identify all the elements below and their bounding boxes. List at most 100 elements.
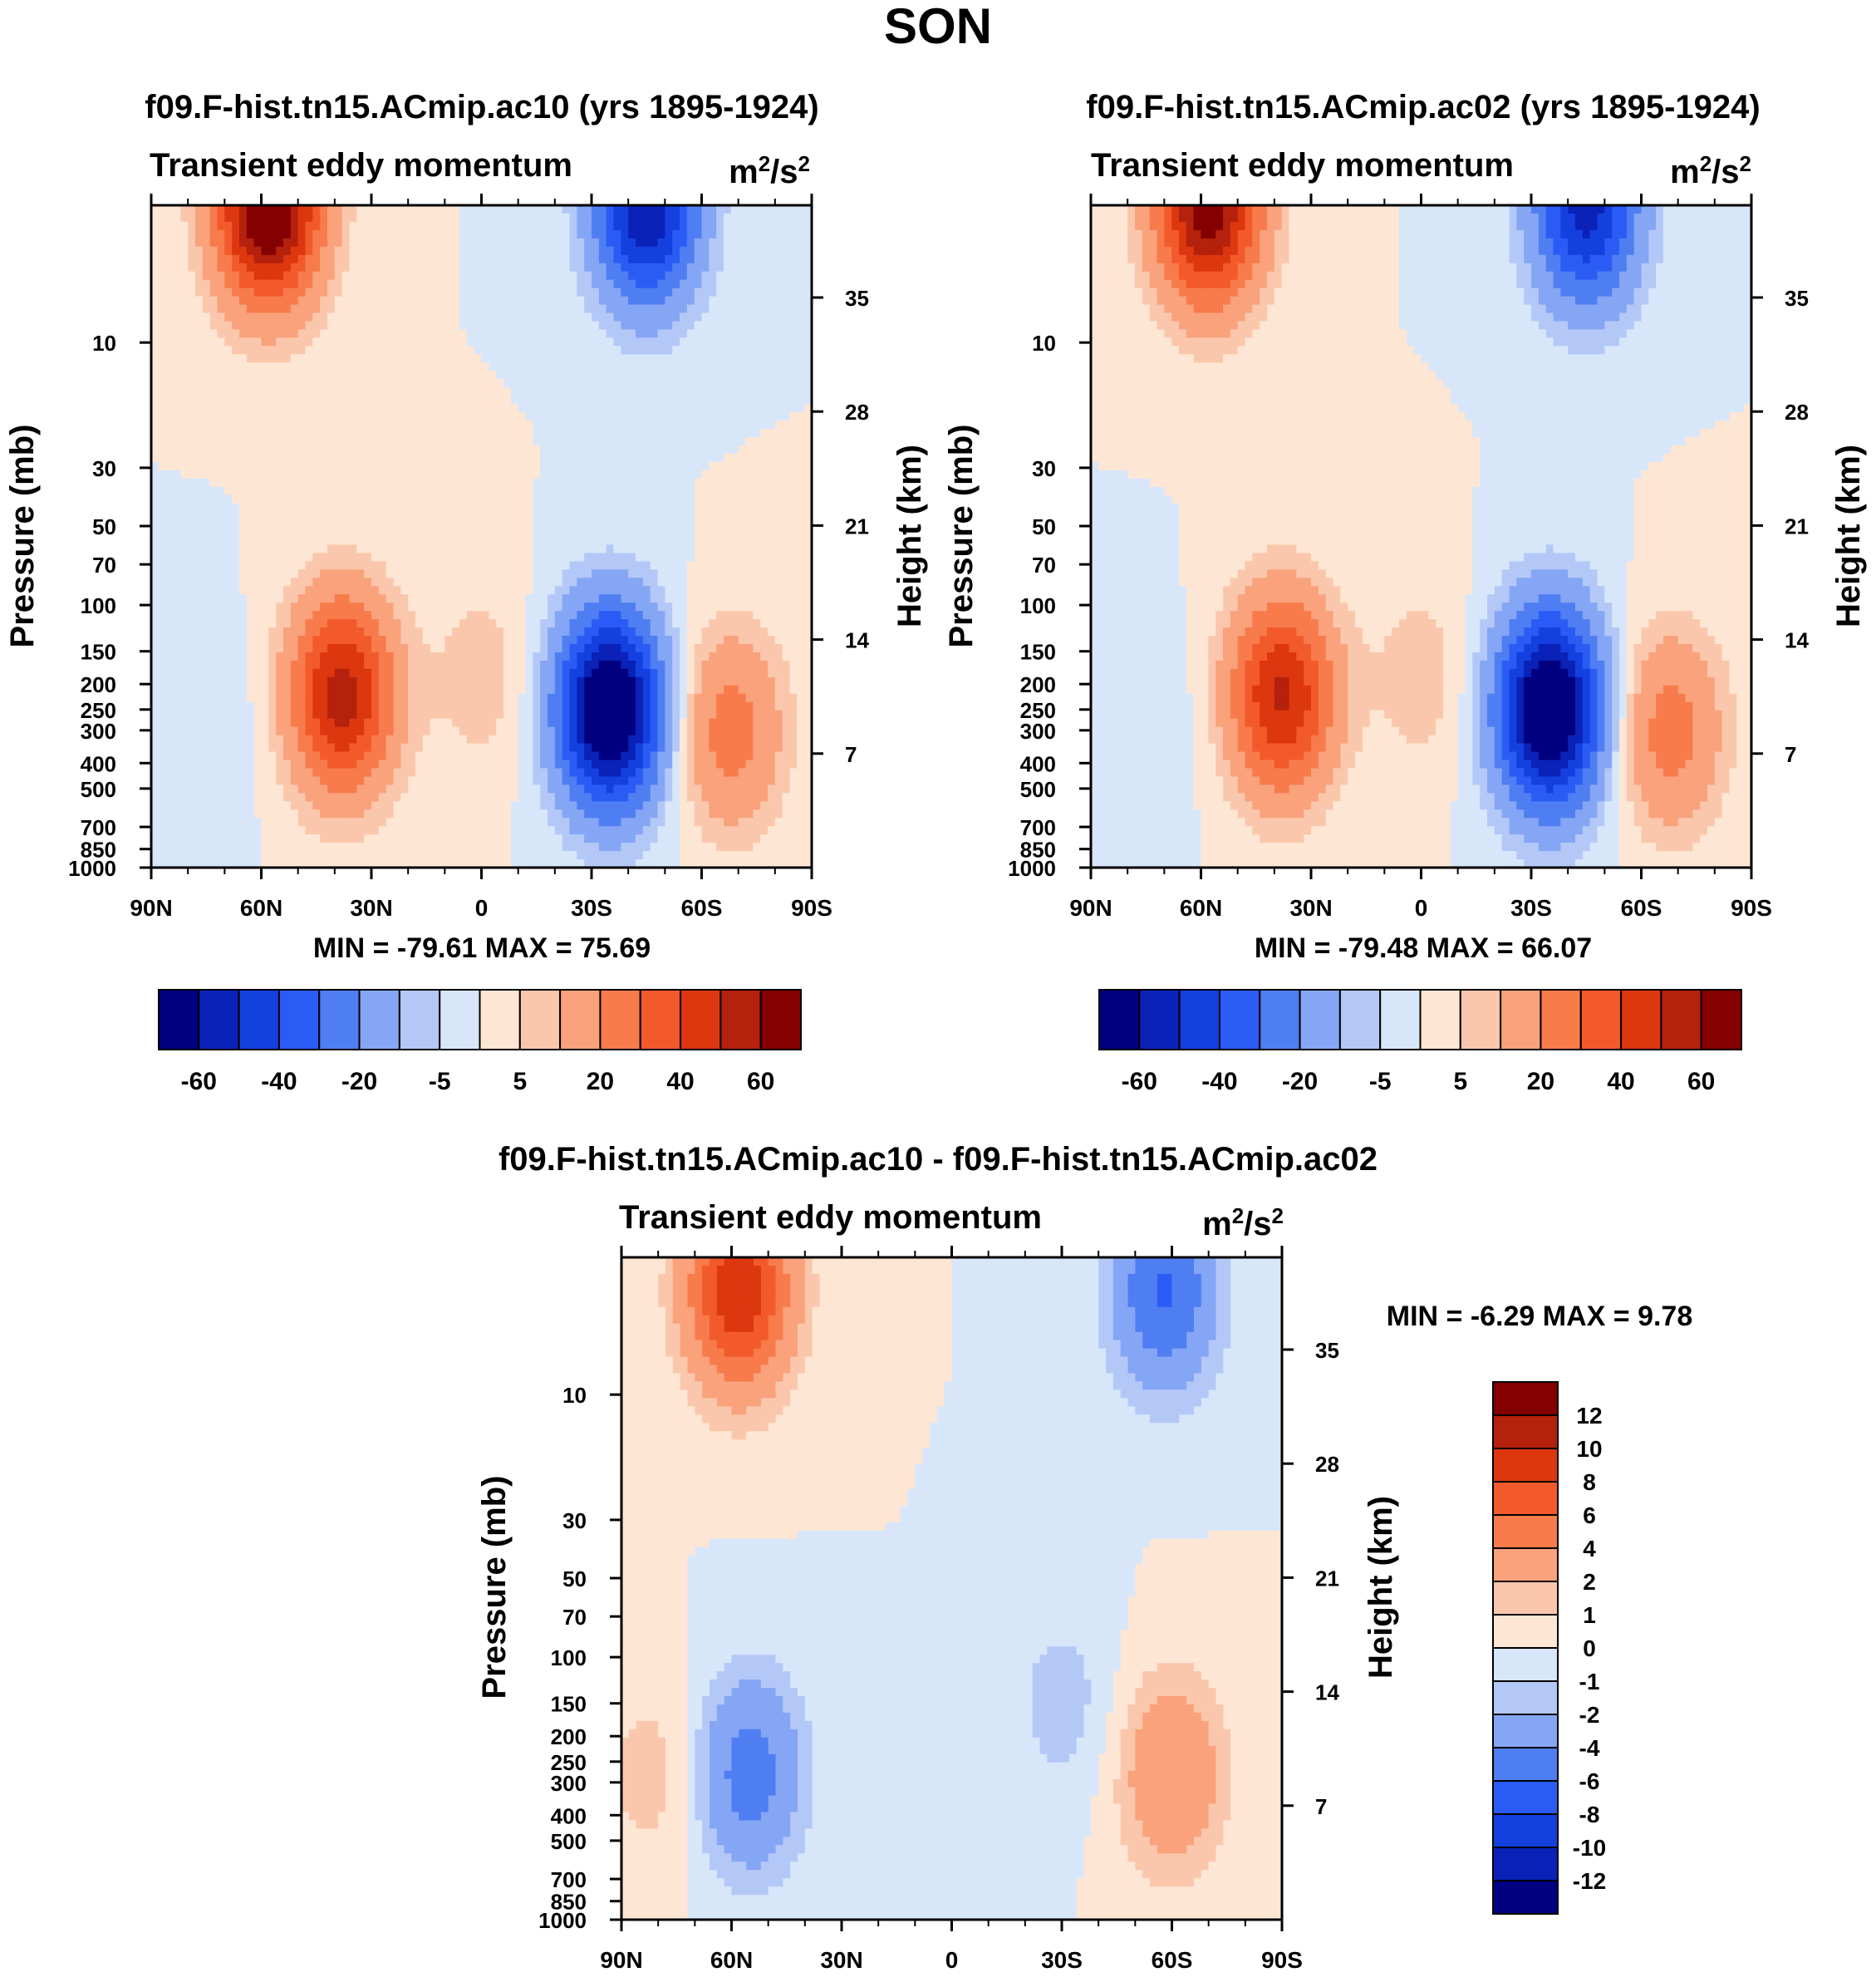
contour-cell bbox=[569, 652, 577, 661]
contour-cell bbox=[349, 436, 357, 446]
contour-cell bbox=[430, 271, 439, 281]
contour-cell bbox=[760, 627, 769, 637]
contour-cell bbox=[489, 652, 497, 661]
contour-cell bbox=[650, 312, 659, 322]
contour-cell bbox=[592, 396, 600, 405]
contour-cell bbox=[378, 536, 387, 546]
contour-cell bbox=[665, 528, 673, 538]
contour-cell bbox=[334, 519, 343, 529]
contour-cell bbox=[356, 387, 365, 396]
contour-cell bbox=[657, 652, 665, 661]
contour-cell bbox=[459, 238, 468, 248]
contour-cell bbox=[452, 660, 460, 670]
contour-cell bbox=[621, 586, 629, 595]
contour-cell bbox=[364, 569, 372, 578]
contour-cell bbox=[341, 494, 351, 504]
contour-cell bbox=[341, 453, 351, 463]
contour-cell bbox=[232, 494, 240, 504]
contour-cell bbox=[518, 296, 527, 306]
contour-cell bbox=[393, 387, 401, 396]
contour-cell bbox=[393, 296, 401, 306]
contour-cell bbox=[510, 519, 519, 529]
contour-cell bbox=[510, 528, 519, 538]
contour-cell bbox=[341, 279, 351, 289]
contour-cell bbox=[496, 536, 504, 546]
contour-cell bbox=[188, 312, 196, 322]
contour-cell bbox=[650, 420, 659, 430]
contour-cell bbox=[202, 611, 211, 620]
contour-cell bbox=[510, 304, 519, 314]
contour-cell bbox=[753, 494, 761, 504]
contour-cell bbox=[569, 553, 577, 562]
contour-cell bbox=[716, 445, 724, 455]
contour-cell bbox=[672, 544, 680, 554]
contour-cell bbox=[657, 503, 665, 513]
contour-cell bbox=[628, 404, 636, 413]
contour-cell bbox=[789, 553, 798, 562]
contour-cell bbox=[701, 304, 710, 314]
contour-cell bbox=[356, 627, 365, 637]
contour-cell bbox=[665, 246, 673, 256]
contour-cell bbox=[481, 288, 489, 298]
contour-cell bbox=[518, 519, 527, 529]
contour-cell bbox=[804, 445, 813, 455]
contour-cell bbox=[525, 453, 533, 463]
contour-cell bbox=[312, 619, 321, 628]
contour-cell bbox=[444, 619, 453, 628]
contour-cell bbox=[481, 644, 489, 653]
contour-cell bbox=[151, 246, 160, 256]
contour-cell bbox=[320, 428, 328, 438]
contour-cell bbox=[444, 660, 453, 670]
contour-cell bbox=[724, 553, 732, 562]
contour-cell bbox=[518, 544, 527, 554]
contour-cell bbox=[724, 445, 732, 455]
contour-cell bbox=[680, 354, 688, 363]
contour-cell bbox=[422, 494, 431, 504]
contour-cell bbox=[232, 445, 240, 455]
contour-cell bbox=[694, 627, 703, 637]
contour-cell bbox=[628, 445, 636, 455]
contour-cell bbox=[188, 254, 196, 264]
contour-cell bbox=[628, 296, 636, 306]
contour-cell bbox=[503, 205, 512, 214]
contour-cell bbox=[341, 561, 351, 570]
contour-cell bbox=[378, 578, 387, 587]
contour-cell bbox=[246, 436, 255, 446]
contour-cell bbox=[349, 279, 357, 289]
contour-cell bbox=[261, 312, 269, 322]
contour-cell bbox=[709, 544, 717, 554]
contour-cell bbox=[518, 205, 527, 214]
contour-cell bbox=[621, 263, 629, 273]
contour-cell bbox=[716, 238, 724, 248]
contour-cell bbox=[408, 486, 416, 496]
contour-cell bbox=[745, 519, 754, 529]
contour-cell bbox=[738, 246, 747, 256]
contour-cell bbox=[466, 396, 475, 405]
contour-cell bbox=[261, 561, 269, 570]
contour-cell bbox=[503, 644, 512, 653]
contour-cell bbox=[393, 644, 401, 653]
contour-cell bbox=[371, 511, 380, 521]
contour-cell bbox=[804, 420, 813, 430]
contour-cell bbox=[694, 528, 703, 538]
contour-cell bbox=[753, 602, 761, 612]
contour-cell bbox=[672, 636, 680, 645]
contour-cell bbox=[554, 528, 563, 538]
contour-cell bbox=[686, 362, 695, 371]
contour-cell bbox=[745, 602, 754, 612]
contour-cell bbox=[680, 229, 688, 239]
contour-cell bbox=[327, 544, 336, 554]
contour-cell bbox=[459, 263, 468, 273]
contour-cell bbox=[437, 263, 445, 273]
contour-cell bbox=[408, 619, 416, 628]
contour-cell bbox=[165, 553, 174, 562]
contour-cell bbox=[400, 494, 409, 504]
contour-cell bbox=[283, 660, 292, 670]
contour-cell bbox=[496, 396, 504, 405]
contour-cell bbox=[312, 412, 321, 421]
contour-cell bbox=[592, 569, 600, 578]
contour-cell bbox=[694, 396, 703, 405]
contour-cell bbox=[312, 528, 321, 538]
contour-cell bbox=[151, 478, 160, 488]
contour-cell bbox=[320, 205, 328, 214]
